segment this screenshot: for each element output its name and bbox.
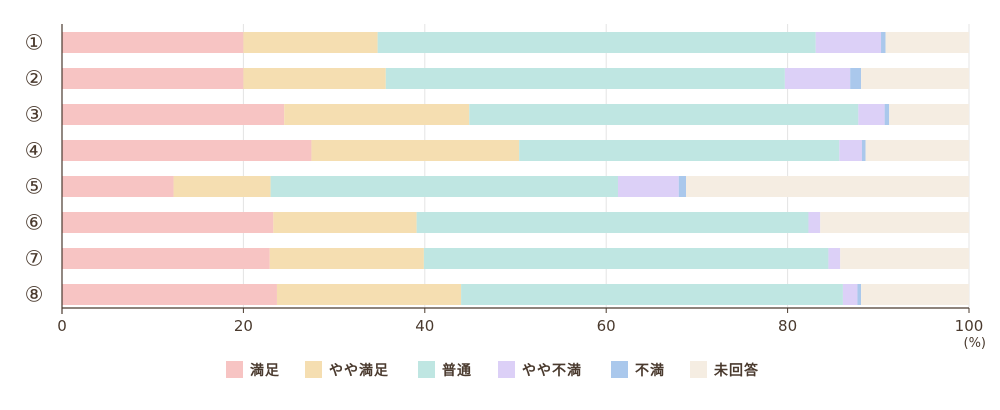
bar-3-series-6	[889, 104, 969, 125]
bar-2-series-3	[385, 68, 785, 89]
bar-5-series-2	[173, 176, 271, 197]
category-label-2: ②	[25, 67, 44, 91]
category-label-3: ③	[25, 103, 44, 127]
category-label-7: ⑦	[25, 247, 44, 271]
bar-6-series-3	[416, 212, 809, 233]
category-label-5: ⑤	[25, 175, 44, 199]
x-tick-labels: 0 20 40 60 80 100	[57, 317, 983, 335]
bar-7-series-6	[840, 248, 969, 269]
bar-8-series-4	[842, 284, 858, 305]
legend-label-6: 未回答	[714, 362, 759, 379]
bar-6-series-2	[273, 212, 417, 233]
bar-5-series-4	[617, 176, 679, 197]
bar-2-series-5	[850, 68, 862, 89]
legend-swatch-4	[498, 361, 515, 378]
bar-8-series-5	[857, 284, 862, 305]
legend-label-1: 満足	[250, 362, 280, 379]
bar-1-series-3	[377, 32, 816, 53]
category-label-8: ⑧	[25, 283, 44, 307]
bar-5-series-5	[678, 176, 687, 197]
bar-8-series-2	[276, 284, 462, 305]
bar-3-series-5	[884, 104, 890, 125]
bar-4-series-1	[62, 140, 312, 161]
bar-7-series-1	[62, 248, 270, 269]
bar-4-series-5	[861, 140, 866, 161]
bar-2-series-4	[784, 68, 851, 89]
bar-8-series-6	[861, 284, 969, 305]
x-tick-label-0: 0	[57, 317, 67, 335]
bar-3-series-4	[858, 104, 885, 125]
bar-8-series-3	[461, 284, 843, 305]
legend-label-5: 不満	[635, 362, 665, 379]
bar-3-series-3	[469, 104, 859, 125]
axes	[61, 24, 970, 314]
bar-1-series-6	[885, 32, 969, 53]
bar-2-series-6	[861, 68, 969, 89]
bar-2-series-2	[243, 68, 386, 89]
legend-label-3: 普通	[442, 362, 472, 379]
category-label-4: ④	[25, 139, 44, 163]
legend-swatch-3	[418, 361, 435, 378]
bar-4-series-4	[839, 140, 862, 161]
bar-1-series-5	[881, 32, 886, 53]
x-tick-label-60: 60	[597, 317, 616, 335]
bar-8-series-1	[62, 284, 277, 305]
bar-4-series-3	[519, 140, 840, 161]
bar-6-series-1	[62, 212, 274, 233]
bar-6-series-6	[820, 212, 969, 233]
bar-7-series-4	[828, 248, 841, 269]
bar-1-series-2	[243, 32, 378, 53]
bar-1-series-4	[815, 32, 882, 53]
bar-4-series-6	[865, 140, 969, 161]
legend-label-4: やや不満	[522, 362, 582, 379]
x-tick-label-40: 40	[415, 317, 434, 335]
bar-1-series-1	[62, 32, 244, 53]
bar-5-series-3	[270, 176, 618, 197]
bar-7-series-3	[423, 248, 829, 269]
x-tick-label-100: 100	[955, 317, 984, 335]
x-tick-label-80: 80	[778, 317, 797, 335]
bar-3-series-2	[284, 104, 470, 125]
bars	[62, 32, 969, 305]
bar-3-series-1	[62, 104, 285, 125]
legend: 満足 やや満足 普通 やや不満 不満 未回答	[226, 361, 759, 379]
bar-6-series-4	[808, 212, 821, 233]
bar-2-series-1	[62, 68, 244, 89]
legend-swatch-5	[611, 361, 628, 378]
category-label-6: ⑥	[25, 211, 44, 235]
x-tick-label-20: 20	[234, 317, 253, 335]
legend-swatch-2	[305, 361, 322, 378]
category-label-1: ①	[25, 31, 44, 55]
legend-label-2: やや満足	[329, 362, 389, 379]
legend-swatch-1	[226, 361, 243, 378]
legend-swatch-6	[690, 361, 707, 378]
bar-5-series-1	[62, 176, 174, 197]
bar-5-series-6	[686, 176, 969, 197]
category-labels: ① ② ③ ④ ⑤ ⑥ ⑦ ⑧	[25, 31, 44, 307]
x-unit-label: (%)	[964, 336, 987, 351]
bar-7-series-2	[269, 248, 424, 269]
bar-4-series-2	[311, 140, 520, 161]
